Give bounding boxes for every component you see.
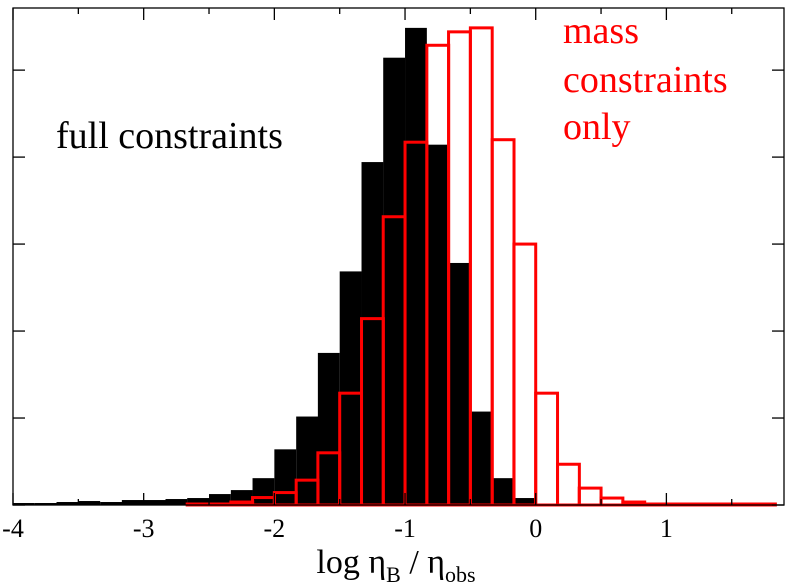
annotation-mass-line-1: mass xyxy=(563,10,639,52)
plot-frame xyxy=(12,7,785,506)
bar-full-16 xyxy=(361,162,384,505)
bar-full-4 xyxy=(100,502,122,505)
bar-full-15 xyxy=(339,271,362,505)
x-tick-label: -2 xyxy=(264,514,286,543)
bar-full-18 xyxy=(405,27,427,505)
annotation-full-constraints: full constraints xyxy=(56,115,283,157)
x-tick-label: 1 xyxy=(660,514,673,543)
bar-full-2 xyxy=(56,502,79,505)
annotation-mass-line-2: constraints xyxy=(563,59,728,101)
bar-full-3 xyxy=(78,501,101,505)
bar-full-20 xyxy=(448,262,471,505)
bar-full-7 xyxy=(165,499,188,505)
x-tick-label: -3 xyxy=(133,514,155,543)
bar-full-6 xyxy=(143,500,166,505)
bar-full-5 xyxy=(121,500,144,505)
bar-full-13 xyxy=(296,416,319,505)
x-tick-label: -1 xyxy=(394,514,416,543)
bar-full-14 xyxy=(317,352,340,505)
bar-full-19 xyxy=(426,144,449,506)
x-axis-label: log ηB / ηobs xyxy=(316,544,475,587)
bar-full-1 xyxy=(34,503,57,505)
x-tick-label: 0 xyxy=(529,514,542,543)
bar-full-8 xyxy=(187,498,210,505)
axes: -4 -3 -2 -1 0 1 xyxy=(2,7,785,543)
bar-full-11 xyxy=(252,478,275,505)
bar-full-17 xyxy=(383,57,406,505)
bar-full-9 xyxy=(209,494,231,505)
bar-full-0 xyxy=(13,503,35,505)
bar-full-21 xyxy=(470,411,493,505)
bar-full-22 xyxy=(492,478,515,505)
x-tick-label: -4 xyxy=(2,514,24,543)
bar-full-12 xyxy=(274,449,297,505)
annotation-mass-line-3: only xyxy=(563,106,631,148)
bar-full-23 xyxy=(513,498,536,505)
